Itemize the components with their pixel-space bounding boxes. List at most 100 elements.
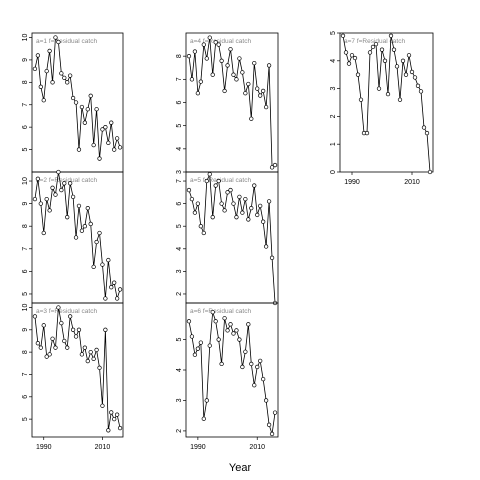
data-point — [117, 287, 123, 292]
data-point — [424, 130, 430, 136]
data-point — [272, 410, 278, 415]
data-point — [249, 205, 254, 211]
x-tick-label: 2010 — [249, 444, 265, 451]
data-point — [56, 169, 61, 175]
y-tick-label: 3 — [330, 87, 337, 91]
data-point — [44, 68, 49, 74]
data-point — [97, 365, 102, 370]
data-point — [47, 208, 52, 213]
panel-title: a=1 f=Residual catch — [36, 38, 97, 45]
data-point — [35, 176, 41, 181]
data-point — [204, 178, 209, 184]
data-point — [219, 361, 224, 367]
data-point — [73, 100, 79, 105]
data-point — [44, 354, 49, 359]
data-point — [91, 264, 96, 270]
data-point — [210, 215, 215, 220]
data-point — [216, 337, 221, 342]
data-point — [207, 35, 212, 40]
data-point — [216, 42, 221, 47]
data-point — [418, 89, 424, 94]
data-point — [222, 316, 227, 321]
data-point — [201, 42, 206, 47]
y-tick-label: 9 — [22, 202, 29, 206]
data-point — [412, 75, 418, 80]
data-point — [88, 93, 93, 98]
series-line — [34, 36, 121, 159]
data-point — [70, 194, 76, 199]
panel-title: a=7 f=Residual catch — [344, 38, 405, 45]
data-point — [41, 323, 46, 328]
data-point — [243, 349, 248, 354]
data-point — [249, 116, 254, 121]
series-line — [188, 174, 276, 304]
data-point — [109, 285, 114, 290]
data-point — [352, 55, 358, 61]
data-point — [70, 327, 76, 332]
data-point — [112, 416, 117, 422]
data-point — [201, 416, 206, 421]
panel-frame — [31, 302, 124, 438]
data-point — [397, 97, 403, 102]
data-point — [82, 224, 87, 229]
data-point — [91, 356, 96, 361]
data-point — [255, 212, 260, 218]
data-point — [231, 331, 236, 336]
data-point — [38, 201, 43, 206]
data-point — [198, 224, 203, 229]
data-point — [192, 49, 198, 54]
data-point — [82, 345, 87, 350]
data-point — [103, 125, 108, 130]
data-point — [370, 44, 376, 50]
x-tick-label: 2010 — [404, 179, 420, 186]
data-point — [394, 64, 400, 69]
data-point — [32, 66, 38, 72]
data-point — [44, 196, 49, 202]
y-tick-label: 5 — [330, 31, 337, 35]
data-point — [189, 77, 195, 82]
data-point — [62, 75, 67, 80]
data-point — [94, 347, 99, 353]
data-point — [403, 72, 409, 77]
y-tick-label: 2 — [176, 292, 183, 296]
series-line — [34, 307, 121, 431]
data-point — [255, 86, 260, 91]
data-point — [38, 345, 43, 350]
data-point — [376, 86, 382, 91]
data-point — [237, 337, 242, 342]
data-point — [266, 63, 272, 68]
data-point — [246, 81, 251, 87]
data-point — [261, 219, 266, 224]
data-point — [243, 196, 248, 202]
data-point — [266, 422, 272, 427]
data-point — [82, 120, 87, 125]
data-point — [231, 201, 236, 206]
data-point — [195, 91, 201, 96]
data-point — [219, 201, 224, 206]
data-point — [255, 364, 260, 370]
data-point — [355, 72, 361, 77]
data-point — [340, 33, 346, 38]
data-point — [109, 410, 114, 415]
data-point — [117, 145, 123, 150]
y-tick-label: 7 — [22, 372, 29, 376]
data-point — [240, 70, 245, 75]
data-point — [234, 328, 239, 333]
data-point — [59, 320, 64, 326]
data-point — [237, 56, 242, 61]
data-point — [252, 60, 257, 66]
data-point — [252, 383, 257, 388]
data-point — [198, 79, 203, 84]
data-point — [198, 340, 203, 345]
data-point — [192, 210, 198, 215]
data-point — [114, 296, 120, 301]
data-point — [109, 120, 114, 125]
x-axis-title: Year — [229, 462, 252, 474]
data-point — [68, 73, 73, 78]
data-point — [59, 71, 64, 76]
y-tick-label: 5 — [22, 417, 29, 421]
data-point — [32, 196, 38, 202]
y-tick-label: 0 — [330, 170, 337, 174]
data-point — [240, 364, 245, 370]
data-point — [269, 255, 275, 260]
